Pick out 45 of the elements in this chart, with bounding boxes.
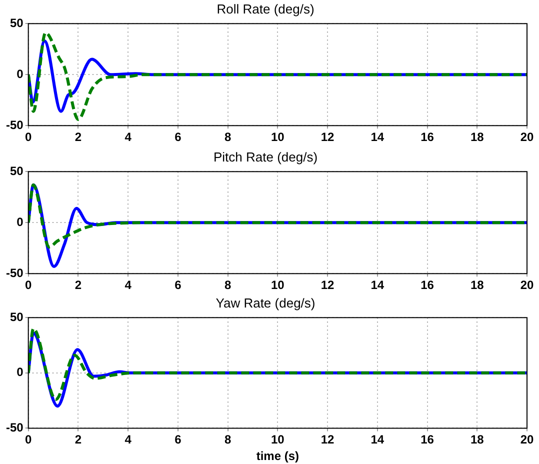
y-tick-label: 0 <box>16 365 24 380</box>
x-tick-label: 6 <box>174 130 182 144</box>
y-tick-label: 0 <box>16 214 24 229</box>
y-tick-label: 50 <box>10 164 24 178</box>
x-tick-label: 4 <box>124 278 132 292</box>
x-tick-label: 20 <box>520 278 534 292</box>
x-tick-label: 4 <box>124 432 132 447</box>
x-tick-label: 10 <box>270 432 285 447</box>
y-tick-label: -50 <box>6 420 24 435</box>
x-tick-label: 8 <box>224 432 232 447</box>
x-tick-label: 2 <box>74 278 82 292</box>
x-tick-label: 8 <box>224 278 232 292</box>
x-tick-label: 12 <box>320 278 335 292</box>
x-tick-label: 18 <box>470 130 484 144</box>
x-tick-label: 20 <box>520 432 534 447</box>
y-tick-label: -50 <box>6 118 24 132</box>
x-tick-label: 18 <box>470 432 484 447</box>
x-tick-label: 14 <box>370 432 384 447</box>
y-tick-label: 0 <box>16 66 24 81</box>
x-tick-label: 10 <box>270 278 285 292</box>
line-series <box>28 31 527 121</box>
x-tick-label: 12 <box>320 432 335 447</box>
x-tick-label: 20 <box>520 130 534 144</box>
x-tick-label: 2 <box>74 130 82 144</box>
y-tick-label: -50 <box>6 266 24 280</box>
x-tick-label: 6 <box>174 278 182 292</box>
x-tick-label: 6 <box>174 432 182 447</box>
y-tick-label: 50 <box>10 16 24 30</box>
x-tick-label: 12 <box>320 130 335 144</box>
x-tick-label: 14 <box>370 278 384 292</box>
chart-title: Roll Rate (deg/s) <box>216 1 314 16</box>
chart-title: Yaw Rate (deg/s) <box>216 295 316 310</box>
x-tick-label: 8 <box>224 130 232 144</box>
chart-title: Pitch Rate (deg/s) <box>213 149 318 164</box>
x-tick-label: 16 <box>420 130 434 144</box>
x-tick-label: 2 <box>74 432 82 447</box>
y-tick-label: 50 <box>10 310 24 324</box>
x-tick-label: 16 <box>420 432 434 447</box>
x-tick-label: 18 <box>470 278 484 292</box>
x-tick-label: 14 <box>370 130 384 144</box>
x-tick-label: 10 <box>270 130 285 144</box>
x-tick-label: 16 <box>420 278 434 292</box>
x-tick-label: 4 <box>124 130 132 144</box>
line-series <box>28 183 527 249</box>
x-axis-title: time (s) <box>256 449 300 464</box>
